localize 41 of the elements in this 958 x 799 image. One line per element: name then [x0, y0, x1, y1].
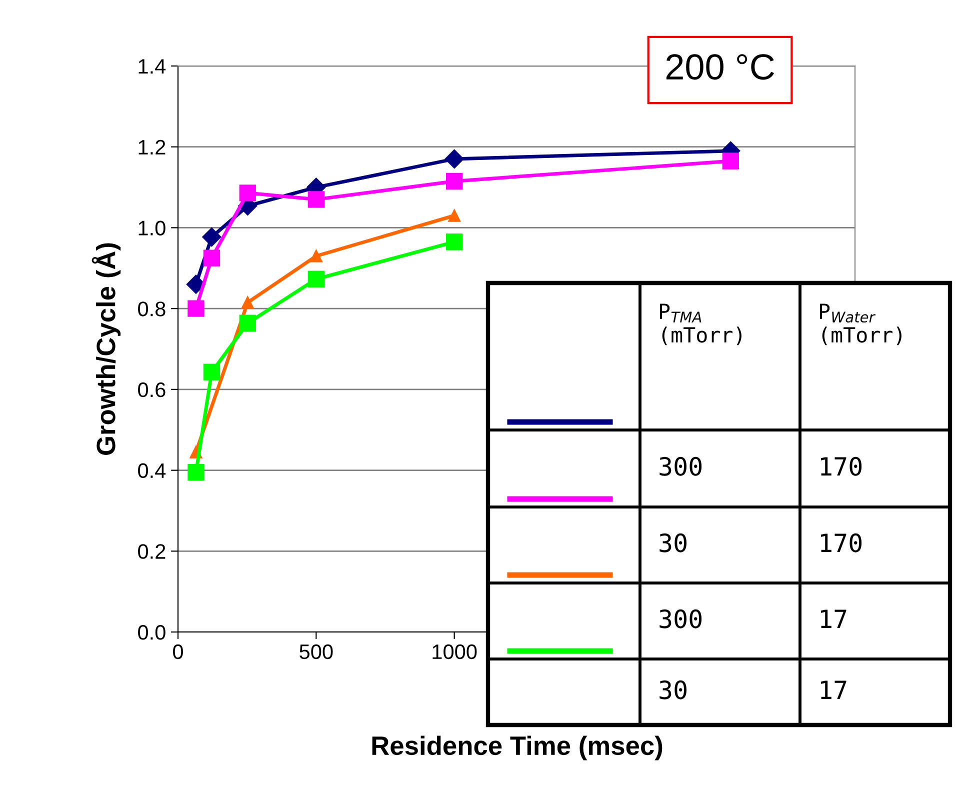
text: 30 [660, 680, 686, 700]
point [203, 250, 220, 266]
x-tick-label: 500 [300, 644, 333, 660]
annotation: 300 [660, 456, 702, 476]
point [310, 250, 322, 262]
annotation: 200 °C [666, 54, 774, 80]
point [188, 464, 204, 481]
point [444, 149, 464, 169]
point [308, 191, 324, 208]
x-tick-label: 1000 [432, 644, 477, 660]
annotation: P$_{TMA}$ (mTorr) [660, 304, 742, 346]
point [203, 364, 220, 380]
annotation: P$_{Water}$ (mTorr) [820, 304, 902, 346]
point [448, 209, 461, 222]
point [241, 296, 254, 309]
y-tick-label: 0.0 [138, 625, 166, 640]
x-tick-label: 0 [173, 644, 183, 660]
y-tick-label: 1.2 [138, 140, 166, 154]
y-tick-label: 0.2 [138, 544, 166, 559]
y-tick-label: 0.8 [138, 302, 166, 316]
point [188, 300, 204, 317]
point [722, 152, 739, 170]
annotation: 300 [660, 609, 702, 628]
y-tick-label: 1.4 [138, 59, 166, 74]
point [239, 184, 256, 202]
y-tick-label: 0.6 [138, 382, 166, 398]
point [308, 270, 324, 288]
point [202, 227, 222, 247]
annotation: 170 [821, 533, 862, 552]
y-tick-label: 0.4 [138, 463, 166, 478]
point [239, 314, 256, 332]
y-axis-title: Growth/Cycle (Å) [92, 243, 121, 455]
annotation: 30 [660, 533, 686, 552]
point [446, 234, 463, 250]
point [186, 274, 206, 294]
text: 17 [821, 680, 846, 699]
x-axis-title: Residence Time (msec) [372, 736, 662, 760]
point [446, 172, 463, 190]
annotation: 17 [821, 610, 846, 628]
y-tick-label: 1.0 [138, 220, 166, 236]
annotation: 170 [821, 456, 862, 476]
